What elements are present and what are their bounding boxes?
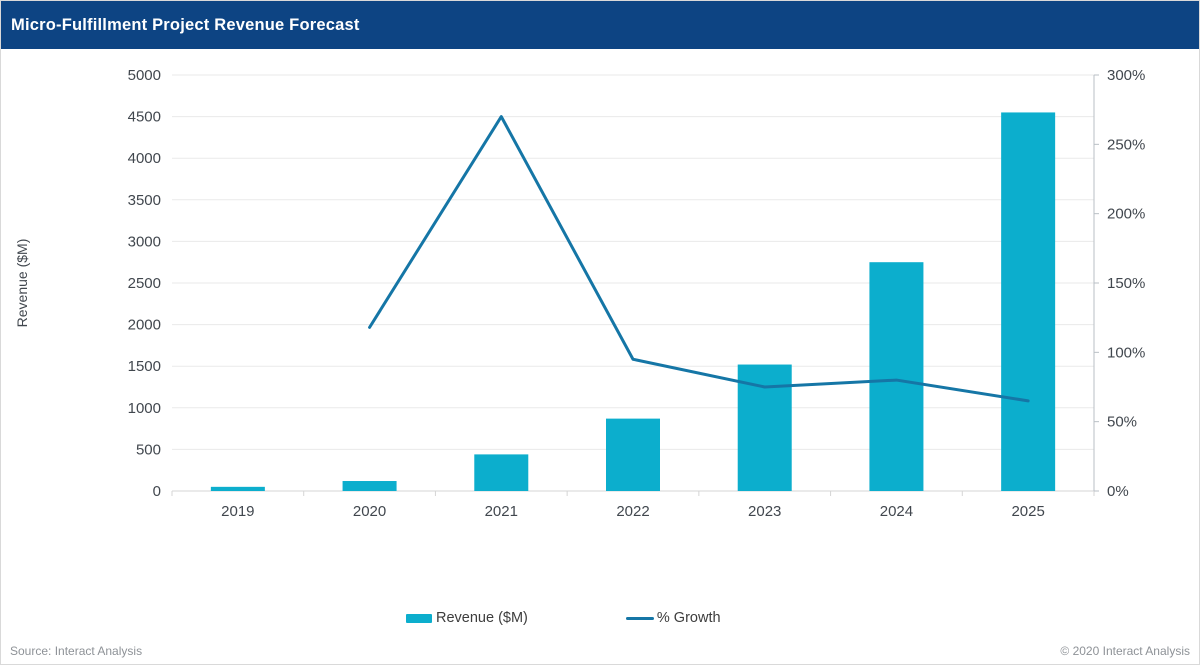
left-axis-tick-label: 2500 xyxy=(128,275,161,292)
footer: Source: Interact Analysis © 2020 Interac… xyxy=(1,644,1199,658)
left-axis-tick-label: 1000 xyxy=(128,400,161,417)
right-axis-tick-label: 200% xyxy=(1107,206,1145,223)
bar-2024 xyxy=(869,262,924,491)
legend: Revenue ($M) % Growth xyxy=(406,610,721,626)
right-axis-tick-label: 50% xyxy=(1107,414,1137,431)
bar-2020 xyxy=(342,481,397,491)
copyright-note: © 2020 Interact Analysis xyxy=(1060,644,1190,658)
x-axis-label: 2022 xyxy=(616,503,649,520)
left-axis-tick-label: 3000 xyxy=(128,233,161,250)
bar-2019 xyxy=(210,486,265,491)
legend-item-revenue: Revenue ($M) xyxy=(406,610,528,626)
left-axis-tick-label: 4500 xyxy=(128,109,161,126)
right-axis-tick-label: 100% xyxy=(1107,344,1145,361)
legend-revenue-label: Revenue ($M) xyxy=(436,610,528,626)
revenue-swatch-icon xyxy=(406,613,432,623)
right-axis-tick-label: 0% xyxy=(1107,483,1129,500)
left-axis-tick-label: 2000 xyxy=(128,317,161,334)
left-axis-tick-label: 1500 xyxy=(128,358,161,375)
growth-line-icon xyxy=(625,616,654,620)
bar-2022 xyxy=(606,418,660,491)
chart-title: Micro-Fulfillment Project Revenue Foreca… xyxy=(11,16,360,34)
x-axis-label: 2024 xyxy=(880,503,913,520)
right-axis-tick-label: 300% xyxy=(1107,67,1145,84)
bar-2021 xyxy=(474,454,529,491)
left-axis-tick-label: 4000 xyxy=(128,150,161,167)
x-axis-label: 2020 xyxy=(353,503,386,520)
right-axis-tick-label: 150% xyxy=(1107,275,1145,292)
left-axis-tick-label: 5000 xyxy=(128,67,161,84)
right-axis-tick-label: 250% xyxy=(1107,136,1145,153)
left-axis-title: Revenue ($M) xyxy=(14,238,30,328)
legend-item-growth: % Growth xyxy=(625,610,721,626)
header-bar: Micro-Fulfillment Project Revenue Foreca… xyxy=(1,1,1199,49)
x-axis-label: 2025 xyxy=(1011,503,1044,520)
x-axis-label: 2023 xyxy=(748,503,781,520)
x-axis-label: 2019 xyxy=(221,503,254,520)
left-axis-tick-label: 3500 xyxy=(128,192,161,209)
growth-line xyxy=(368,115,1030,403)
left-axis-tick-label: 0 xyxy=(153,483,161,500)
legend-growth-label: % Growth xyxy=(656,610,721,626)
bar-2025 xyxy=(1001,112,1056,491)
source-note: Source: Interact Analysis xyxy=(10,644,143,658)
left-axis-tick-label: 500 xyxy=(136,441,161,458)
x-axis-label: 2021 xyxy=(485,503,518,520)
